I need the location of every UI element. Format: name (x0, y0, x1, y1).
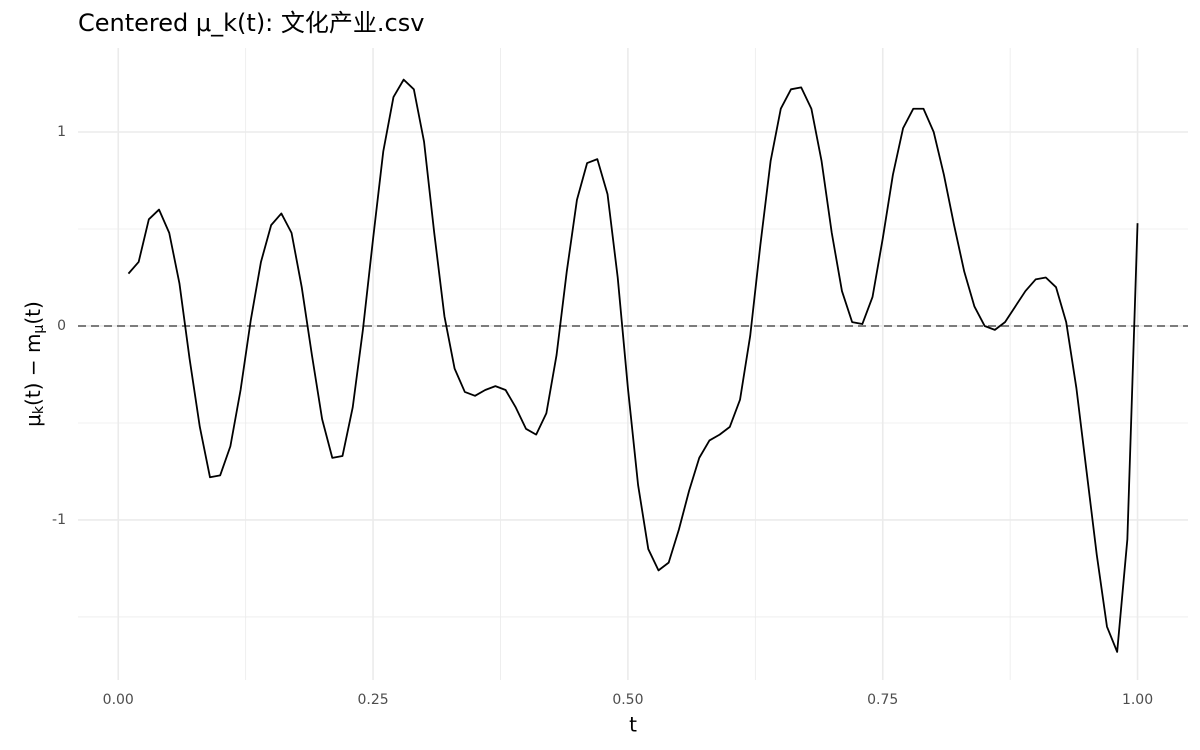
chart-title: Centered μ_k(t): 文化产业.csv (78, 9, 424, 37)
y-axis-label-part: μ (31, 325, 47, 334)
y-axis-label-part: k (31, 405, 47, 414)
y-axis-label-part: (t) (21, 301, 45, 324)
x-tick-label: 0.75 (867, 692, 898, 708)
y-axis-label-part: (t) − m (21, 334, 45, 406)
y-tick-label: 0 (57, 318, 66, 334)
x-tick-label: 0.00 (103, 692, 134, 708)
y-tick-label: 1 (57, 124, 66, 140)
y-axis-label: μk(t) − mμ(t) (21, 301, 48, 427)
y-tick-label: -1 (52, 512, 66, 528)
x-tick-label: 1.00 (1122, 692, 1153, 708)
data-line (127, 78, 1139, 653)
x-tick-label: 0.25 (357, 692, 388, 708)
x-axis-label: t (629, 713, 637, 737)
x-tick-label: 0.50 (612, 692, 643, 708)
y-axis-label-part: μ (21, 414, 45, 427)
